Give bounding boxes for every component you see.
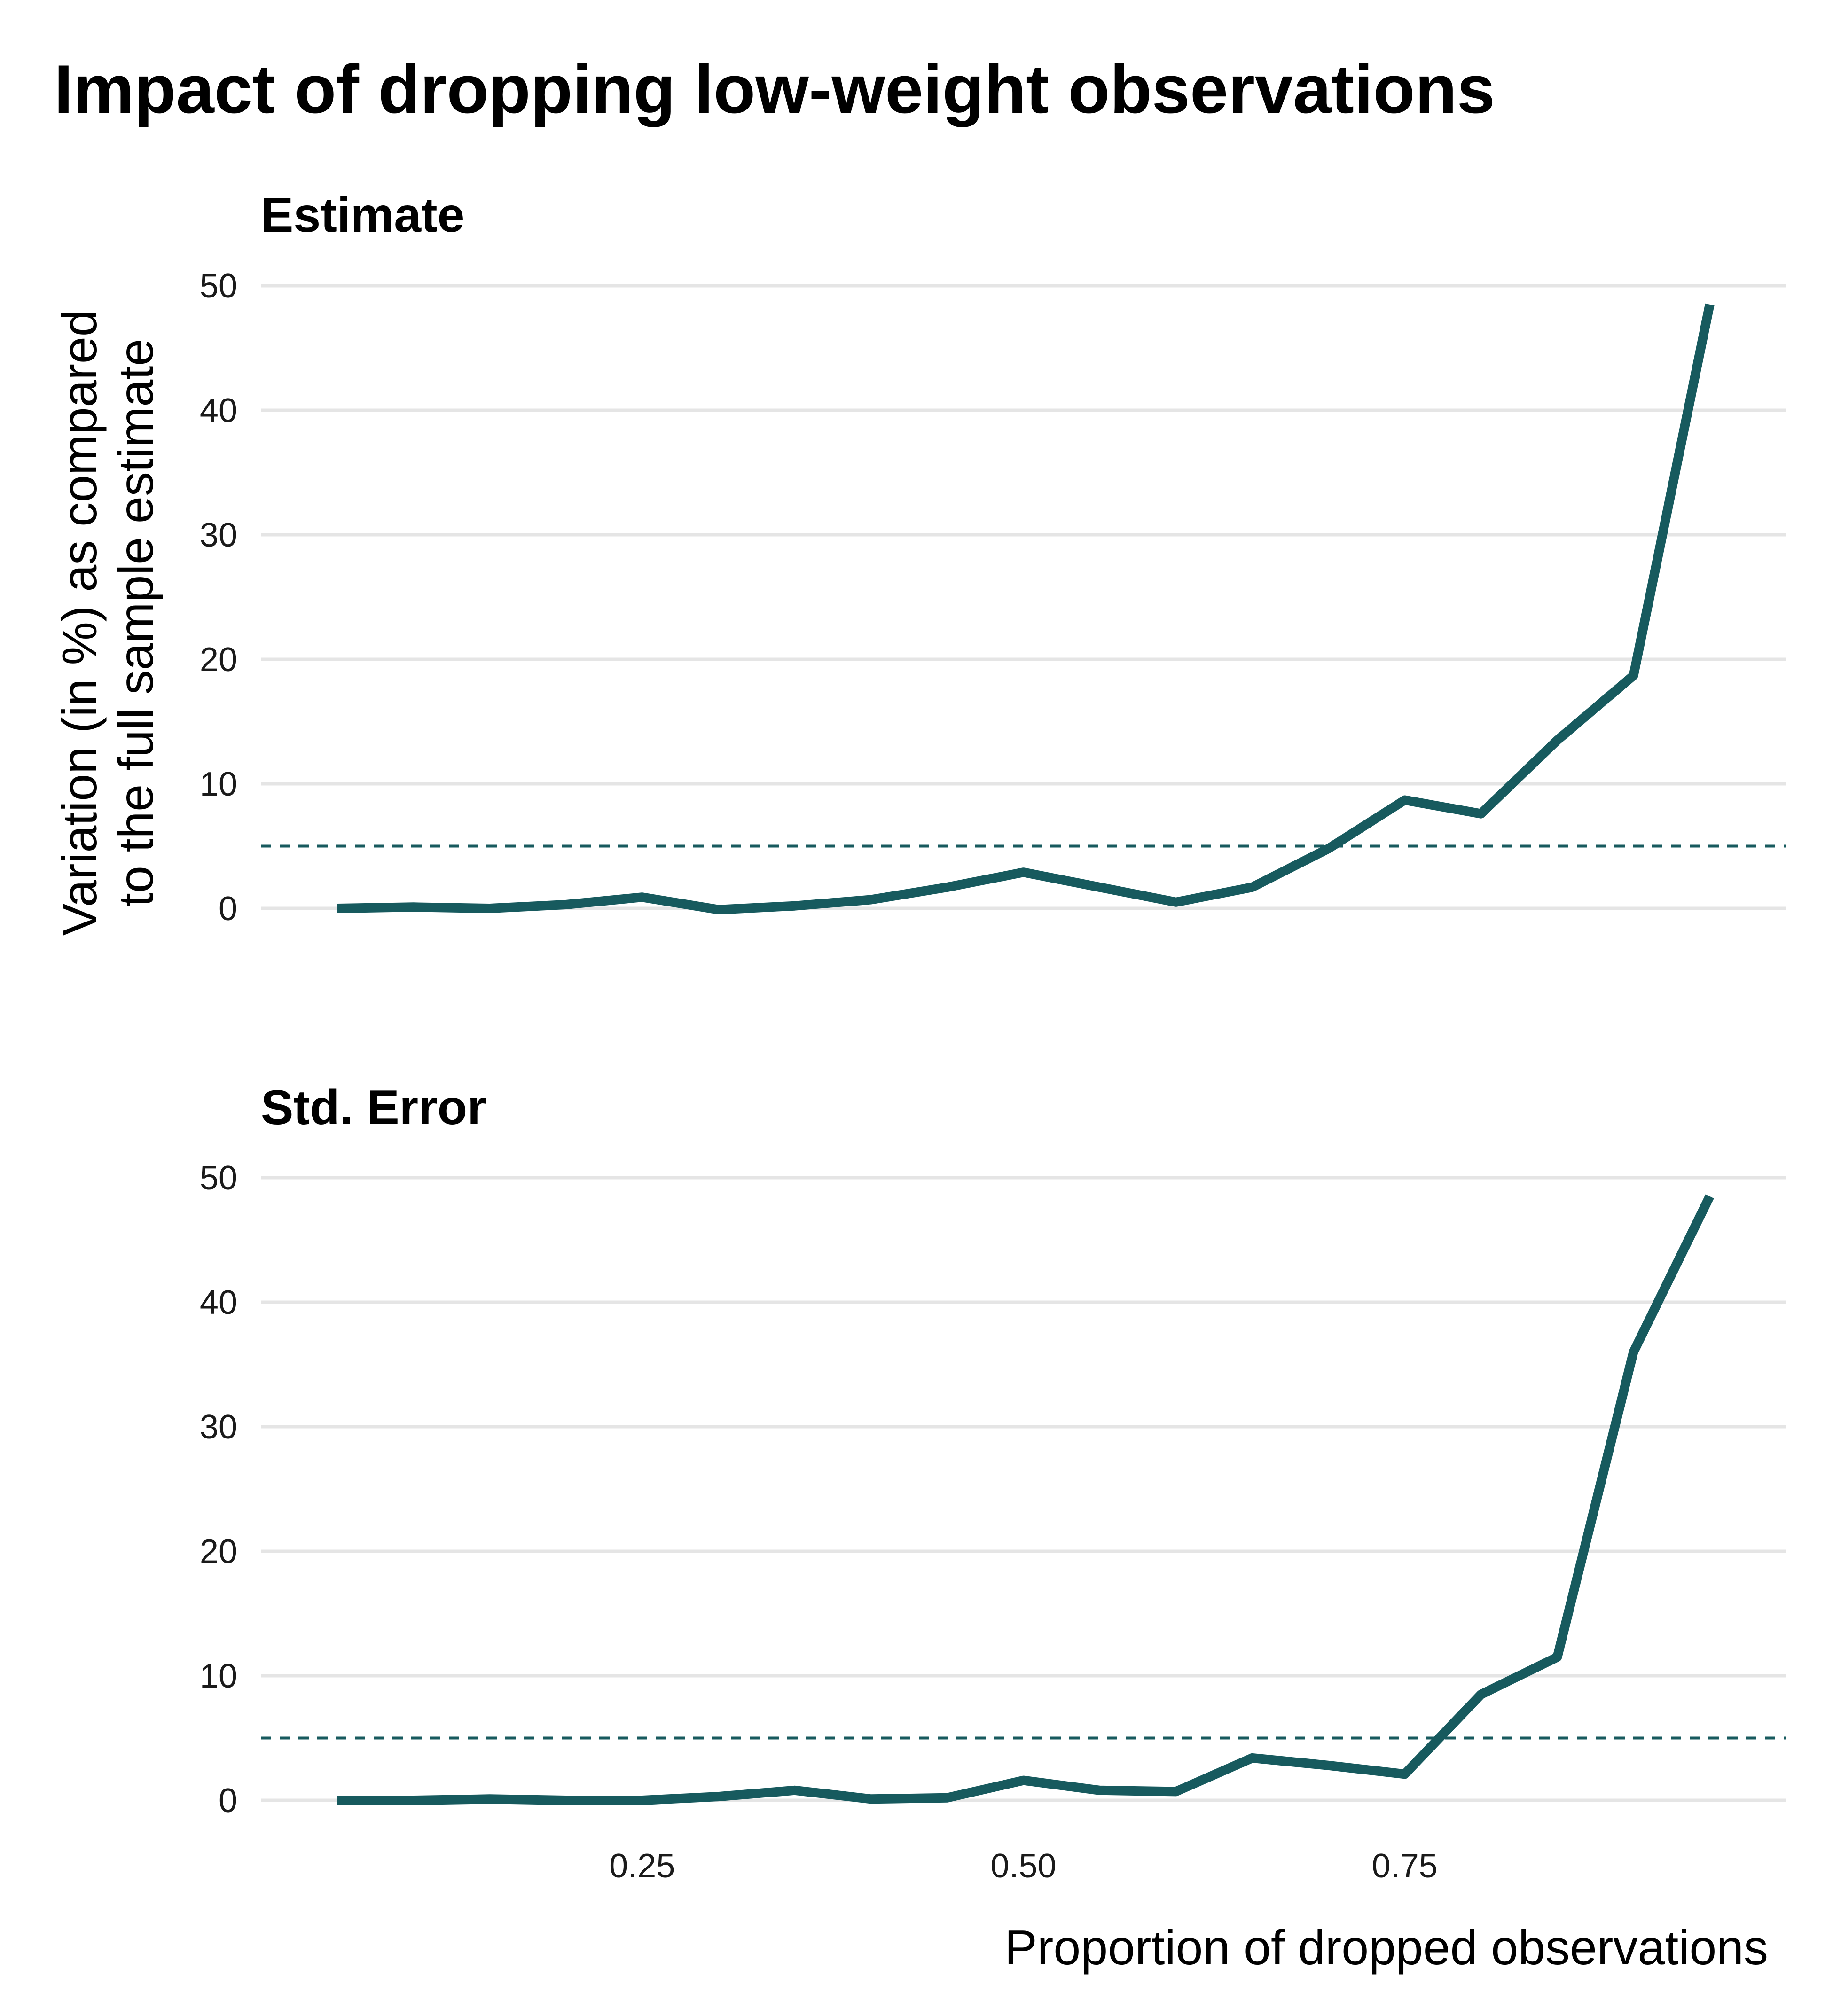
y-tick-label: 50	[200, 267, 237, 305]
y-tick-label: 50	[200, 1159, 237, 1197]
y-tick-label: 0	[219, 890, 237, 928]
y-tick-label: 20	[200, 1533, 237, 1571]
y-tick-label: 40	[200, 1284, 237, 1321]
series-line	[337, 1194, 1714, 1805]
y-tick-label: 30	[200, 1408, 237, 1446]
x-tick-label: 0.25	[609, 1847, 675, 1885]
x-tick-label: 0.50	[990, 1847, 1056, 1885]
y-axis-label-line-2: to the full sample estimate	[109, 339, 164, 906]
x-axis-label: Proportion of dropped observations	[1004, 1921, 1768, 1975]
chart-title: Impact of dropping low-weight observatio…	[54, 51, 1495, 127]
panel-estimate: Estimate 0 10 20 30 40 50	[200, 188, 1786, 928]
y-tick-label: 10	[200, 1657, 237, 1695]
y-tick-label: 30	[200, 516, 237, 554]
panel-std-error: Std. Error 0 10 20 30 40 50 0.25 0.50 0.75	[200, 1080, 1786, 1885]
y-tick-label: 20	[200, 641, 237, 679]
panel-title-estimate: Estimate	[261, 188, 465, 242]
y-axis-label-line-1: Variation (in %) as compared	[53, 309, 107, 936]
panel-title-std-error: Std. Error	[261, 1080, 486, 1135]
y-tick-label: 10	[200, 766, 237, 803]
y-tick-label: 40	[200, 392, 237, 430]
x-tick-label: 0.75	[1372, 1847, 1438, 1885]
y-tick-label: 0	[219, 1782, 237, 1820]
series-line	[337, 303, 1715, 914]
